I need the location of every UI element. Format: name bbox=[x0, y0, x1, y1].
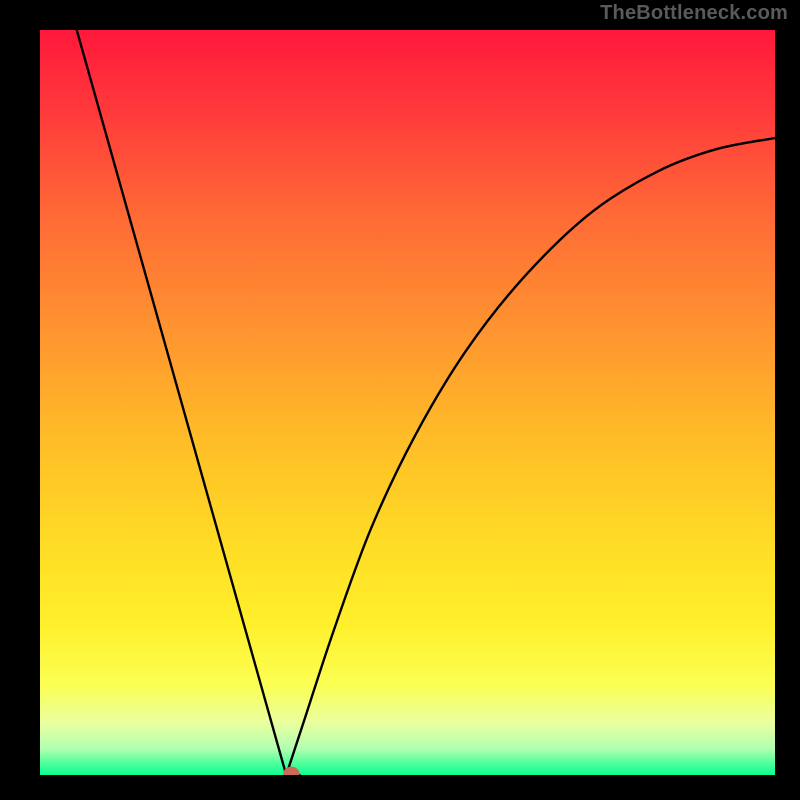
plot-svg bbox=[40, 30, 775, 775]
outer-frame: TheBottleneck.com bbox=[0, 0, 800, 800]
plot-background bbox=[40, 30, 775, 775]
watermark-text: TheBottleneck.com bbox=[600, 2, 788, 25]
